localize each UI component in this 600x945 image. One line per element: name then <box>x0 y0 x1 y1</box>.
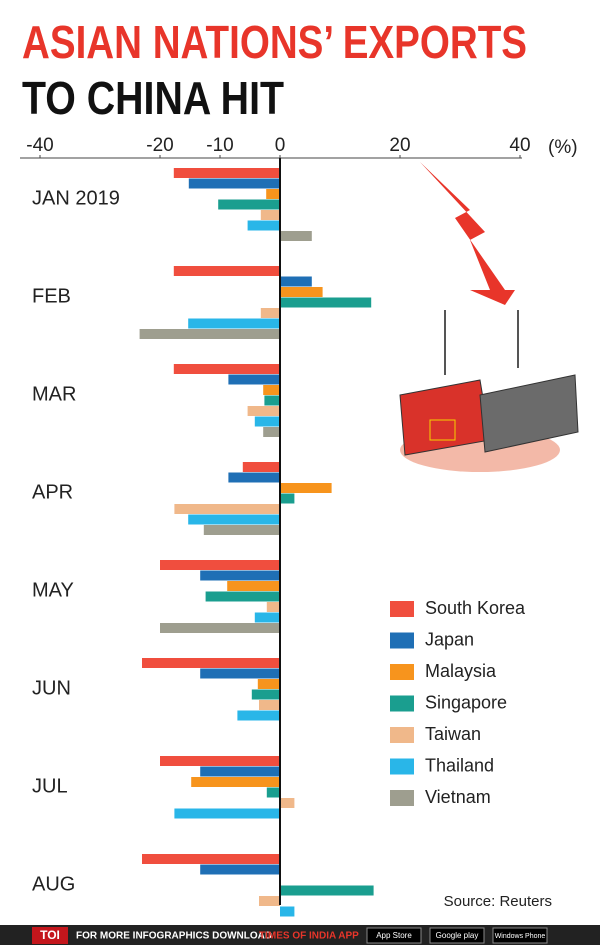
bar <box>228 472 280 483</box>
bar <box>142 854 280 864</box>
legend-label: Taiwan <box>425 724 481 744</box>
bar <box>280 798 295 808</box>
bar <box>280 231 312 241</box>
x-tick-label: -10 <box>206 135 233 156</box>
badge-label[interactable]: Google play <box>436 931 479 940</box>
bar <box>280 493 295 504</box>
bar <box>280 297 372 308</box>
legend-swatch <box>390 695 414 712</box>
brand-box <box>32 927 68 944</box>
source: Source: Reuters <box>444 893 552 910</box>
bar <box>247 406 280 416</box>
bar <box>266 602 280 612</box>
x-tick-label: -40 <box>26 135 53 156</box>
legend-label: Malaysia <box>425 661 497 681</box>
footer-app: TIMES OF INDIA APP <box>259 931 359 942</box>
brand: TOI <box>40 928 60 942</box>
badge[interactable] <box>429 927 485 944</box>
bar <box>280 483 332 493</box>
bar <box>200 570 280 581</box>
category-label: APR <box>32 481 73 503</box>
bar <box>227 581 280 591</box>
bar <box>173 266 280 276</box>
bar <box>218 199 280 210</box>
category-label: AUG <box>32 873 75 895</box>
bar <box>266 189 280 199</box>
legend-label: South Korea <box>425 598 526 618</box>
category-label: MAR <box>32 383 76 405</box>
bar <box>264 395 280 406</box>
bar <box>188 514 280 525</box>
bar <box>142 658 280 668</box>
bar <box>191 777 280 787</box>
legend-swatch <box>390 601 414 617</box>
badge-label[interactable]: Windows Phone <box>495 933 546 940</box>
legend-label: Thailand <box>425 755 494 775</box>
x-tick-label: 20 <box>389 135 410 156</box>
chart-title: TO CHINA HIT <box>22 72 284 124</box>
bar <box>228 374 280 385</box>
legend-label: Singapore <box>425 692 507 712</box>
bar <box>280 287 323 297</box>
bar <box>160 623 280 633</box>
bar <box>173 364 280 374</box>
bar <box>263 385 280 395</box>
category-label: JUL <box>32 775 68 797</box>
bar <box>139 329 280 339</box>
badge[interactable] <box>492 927 548 944</box>
footer-text: FOR MORE INFOGRAPHICS DOWNLOAD <box>76 931 272 942</box>
category-label: JUN <box>32 677 71 699</box>
bar <box>260 210 280 220</box>
bar <box>188 178 280 189</box>
chart-title: ASIAN NATIONS’ EXPORTS <box>22 16 527 68</box>
bar <box>259 700 280 710</box>
unit-label: (%) <box>548 137 578 158</box>
bar <box>160 756 280 766</box>
bar <box>174 504 280 514</box>
illustration <box>399 162 579 472</box>
legend-swatch <box>390 632 414 649</box>
badge[interactable] <box>366 927 422 944</box>
bar <box>205 591 280 602</box>
badge-label[interactable]: App Store <box>376 931 412 940</box>
x-tick-label: 40 <box>509 135 530 156</box>
bar <box>237 710 280 721</box>
bar <box>280 276 312 287</box>
bar <box>263 427 280 437</box>
bar <box>173 168 280 178</box>
x-tick-label: -20 <box>146 135 173 156</box>
bar <box>260 308 280 318</box>
category-label: FEB <box>32 285 71 307</box>
bar <box>251 689 280 700</box>
bar <box>280 885 374 896</box>
legend-swatch <box>390 664 414 680</box>
bar <box>242 462 280 472</box>
bar <box>200 766 280 777</box>
bar <box>254 612 280 623</box>
legend-swatch <box>390 790 414 806</box>
bar <box>247 220 280 231</box>
legend-label: Vietnam <box>425 787 491 807</box>
x-tick-label: 0 <box>275 135 286 156</box>
bar <box>257 679 280 689</box>
legend-swatch <box>390 727 414 743</box>
bar <box>280 906 295 917</box>
bar <box>160 560 280 570</box>
category-label: JAN 2019 <box>32 187 120 209</box>
bar <box>254 416 280 427</box>
category-label: MAY <box>32 579 74 601</box>
bar <box>200 864 280 875</box>
bar <box>188 318 280 329</box>
bar <box>259 896 280 906</box>
legend-label: Japan <box>425 629 474 649</box>
bar <box>266 787 280 798</box>
bar <box>203 525 280 535</box>
bar <box>174 808 280 819</box>
legend-swatch <box>390 758 414 775</box>
bar <box>200 668 280 679</box>
